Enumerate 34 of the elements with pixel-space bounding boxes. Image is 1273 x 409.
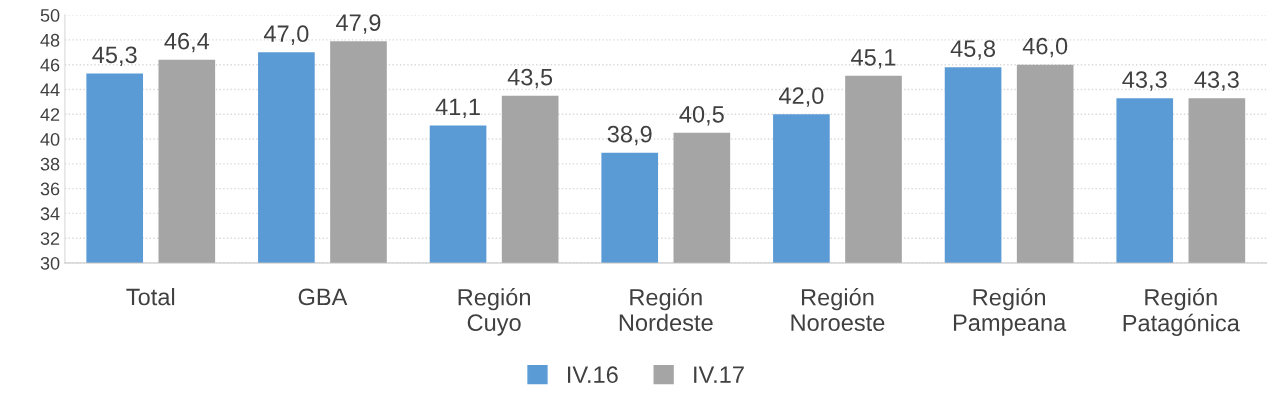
x-tick-label: GBA bbox=[298, 288, 348, 306]
data-label: 38,9 bbox=[607, 125, 652, 146]
x-tick-label: Región Noroeste bbox=[791, 287, 885, 332]
data-label: 42,0 bbox=[778, 87, 824, 107]
data-label: 45,3 bbox=[92, 46, 137, 66]
data-label: 40,5 bbox=[679, 105, 724, 126]
data-label: 46,0 bbox=[1022, 37, 1068, 58]
y-tick-label: 50 bbox=[40, 9, 60, 22]
y-tick-label: 36 bbox=[40, 182, 60, 196]
y-tick-label: 32 bbox=[40, 232, 60, 245]
data-label: 45,1 bbox=[851, 49, 896, 69]
data-label: 43,3 bbox=[1194, 71, 1239, 91]
x-tick-label: Región Pampeana bbox=[953, 287, 1067, 336]
data-label: 45,8 bbox=[950, 40, 996, 60]
y-tick-label: 46 bbox=[40, 58, 60, 72]
y-tick-label: 44 bbox=[40, 83, 60, 97]
y-tick-label: 40 bbox=[40, 132, 60, 146]
x-tick-label: Región Patagónica bbox=[1123, 287, 1240, 337]
data-label: 47,0 bbox=[263, 25, 309, 45]
y-tick-label: 42 bbox=[40, 108, 60, 121]
y-tick-label: 30 bbox=[40, 256, 60, 270]
x-tick-label: Región Nordeste bbox=[619, 287, 713, 332]
legend-label: IV.17 bbox=[694, 366, 744, 383]
y-tick-label: 48 bbox=[40, 33, 60, 47]
x-tick-label: Total bbox=[126, 287, 175, 306]
y-tick-label: 38 bbox=[40, 157, 60, 171]
data-label: 43,5 bbox=[507, 68, 553, 89]
data-label: 47,9 bbox=[336, 14, 381, 34]
data-label: 46,4 bbox=[164, 32, 210, 53]
x-tick-label: Región Cuyo bbox=[458, 287, 530, 336]
legend-label: IV.16 bbox=[568, 366, 618, 384]
y-tick-label: 34 bbox=[40, 207, 60, 221]
data-label: 43,3 bbox=[1122, 71, 1167, 91]
data-label: 41,1 bbox=[435, 98, 480, 118]
